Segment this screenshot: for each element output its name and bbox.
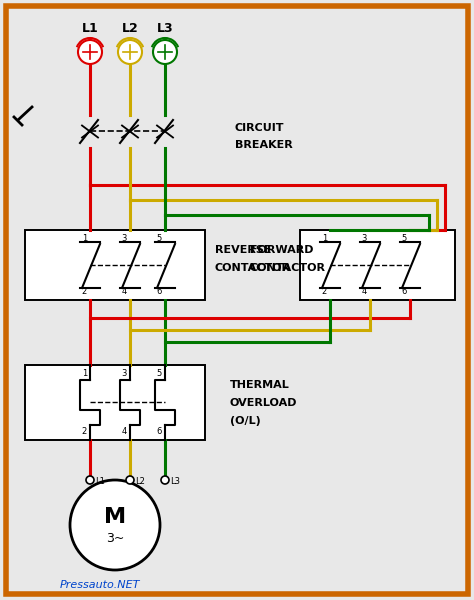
Text: REVERSE: REVERSE: [215, 245, 272, 255]
Text: M: M: [104, 507, 126, 527]
FancyBboxPatch shape: [6, 6, 468, 594]
Text: 1: 1: [82, 234, 87, 243]
Bar: [300, 230, 455, 300]
Text: OVERLOAD: OVERLOAD: [230, 398, 298, 408]
Text: FORWARD: FORWARD: [250, 245, 313, 255]
Bar: [25, 365, 205, 440]
Circle shape: [118, 40, 142, 64]
Text: BREAKER: BREAKER: [235, 140, 293, 150]
Text: 4: 4: [362, 287, 367, 296]
Text: L2: L2: [135, 478, 145, 487]
Text: 1: 1: [322, 234, 327, 243]
Text: 4: 4: [122, 287, 127, 296]
Text: 3: 3: [122, 234, 127, 243]
Text: Pressauto.NET: Pressauto.NET: [60, 580, 140, 590]
Text: THERMAL: THERMAL: [230, 380, 290, 390]
Text: (O/L): (O/L): [230, 416, 261, 426]
Text: CIRCUIT: CIRCUIT: [235, 123, 284, 133]
Text: L1: L1: [95, 478, 105, 487]
Text: 5: 5: [157, 369, 162, 378]
Text: 6: 6: [156, 287, 162, 296]
Circle shape: [78, 40, 102, 64]
Text: 2: 2: [82, 427, 87, 436]
Text: 3: 3: [122, 369, 127, 378]
Text: 5: 5: [402, 234, 407, 243]
Circle shape: [86, 476, 94, 484]
Bar: [25, 230, 205, 300]
Text: 2: 2: [82, 287, 87, 296]
Text: 6: 6: [156, 427, 162, 436]
Circle shape: [126, 476, 134, 484]
Text: 1: 1: [82, 369, 87, 378]
Text: L3: L3: [170, 478, 180, 487]
Text: 3: 3: [362, 234, 367, 243]
Text: 3~: 3~: [106, 533, 124, 545]
Circle shape: [70, 480, 160, 570]
Text: CONTACTOR: CONTACTOR: [215, 263, 291, 273]
Circle shape: [161, 476, 169, 484]
Text: 4: 4: [122, 427, 127, 436]
Text: 6: 6: [401, 287, 407, 296]
Text: L1: L1: [82, 22, 99, 34]
Circle shape: [153, 40, 177, 64]
Text: CONTACTOR: CONTACTOR: [250, 263, 326, 273]
Text: L3: L3: [157, 22, 173, 34]
Text: 5: 5: [157, 234, 162, 243]
Text: 2: 2: [322, 287, 327, 296]
Text: L2: L2: [122, 22, 138, 34]
